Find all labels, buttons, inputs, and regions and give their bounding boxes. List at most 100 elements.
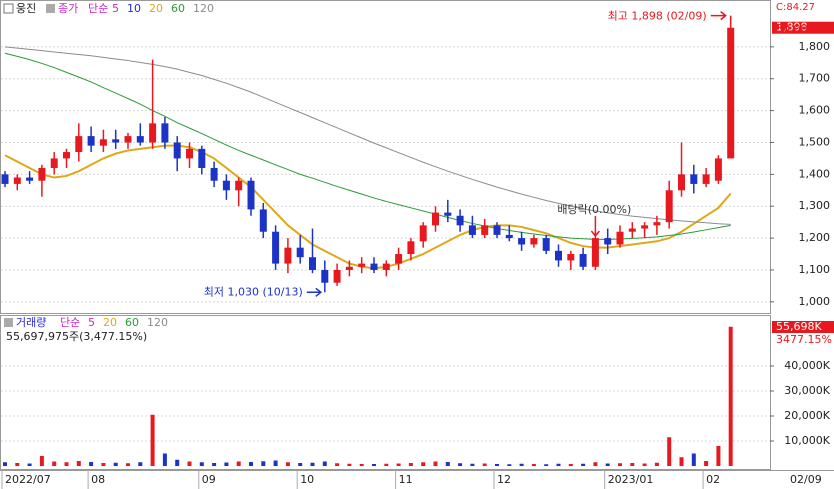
candle-body [259, 209, 267, 232]
candle-body [309, 257, 316, 270]
volume-bar [605, 463, 610, 466]
candle-body [186, 148, 193, 159]
price-label: 1,898 [776, 21, 808, 34]
candle-body [616, 231, 624, 245]
candle-body [542, 238, 550, 251]
volume-bar [704, 461, 709, 466]
checkbox[interactable] [46, 4, 55, 13]
volume-bar [679, 457, 684, 466]
volume-bar [728, 326, 733, 466]
volume-bar [212, 463, 217, 466]
volume-bar [126, 463, 130, 466]
volume-label: 55,698K [776, 320, 822, 333]
candle-body [345, 266, 353, 270]
candle-body [358, 263, 366, 267]
arrow [710, 11, 727, 21]
volume-bar [531, 464, 536, 466]
x-tick-label: 2022/07 [5, 473, 51, 486]
candle-body [38, 167, 46, 181]
volume-bar [642, 463, 647, 466]
checkbox[interactable] [3, 3, 14, 14]
volume-bar [359, 464, 364, 466]
candle-body [198, 148, 206, 168]
stock-name[interactable]: 웅진 [16, 2, 36, 15]
arrow [306, 287, 323, 297]
volume-bar [593, 462, 598, 466]
y-tick-label: 40,000K [784, 359, 830, 372]
y-tick-label: 1,000 [799, 295, 831, 308]
change-label: C:84.27 [776, 2, 815, 13]
volume-title: 거래량 [16, 316, 46, 329]
candle-body [161, 123, 169, 143]
candle-body [75, 136, 83, 153]
candle-body [628, 228, 636, 232]
candle-body [112, 139, 120, 143]
y-tick-label: 1,100 [799, 263, 831, 276]
candle-body [456, 215, 464, 226]
x-tick-label: 02/09 [790, 473, 822, 486]
volume-bar [470, 463, 475, 466]
volume-bar [691, 453, 696, 466]
candle-body [555, 250, 562, 261]
volume-bar [433, 461, 438, 466]
legend-entry: 60 [171, 2, 185, 15]
candle-body [419, 225, 427, 242]
candle-body [468, 225, 476, 235]
legend-entry: 5 [112, 2, 119, 15]
candle-body [591, 238, 599, 267]
y-tick-label: 1,600 [799, 104, 831, 117]
candle-body [444, 212, 452, 216]
x-tick-label: 09 [202, 473, 216, 486]
candle-body [26, 177, 34, 181]
percent-label: 30.00% [776, 22, 818, 35]
candle-body [247, 180, 255, 210]
x-tick-label: 11 [399, 473, 413, 486]
candle-body [530, 238, 538, 245]
moving-average [4, 144, 732, 270]
candle-body [210, 167, 218, 181]
candle-body [235, 180, 243, 191]
volume-bar [630, 463, 635, 466]
volume-bar [249, 462, 253, 466]
volume-bar [568, 464, 573, 466]
y-tick-label: 1,800 [799, 40, 831, 53]
candle-body [604, 238, 612, 245]
moving-average [4, 46, 731, 225]
volume-bar [39, 456, 44, 466]
volume-bar [113, 462, 118, 466]
volume-bar [654, 462, 659, 466]
volume-bar [150, 414, 155, 466]
candle-body [284, 247, 292, 264]
candle-body [702, 174, 710, 184]
y-tick-label: 1,700 [799, 72, 831, 85]
volume-percent: 3477.15% [776, 333, 832, 346]
candle-body [296, 247, 304, 258]
volume-bar [519, 463, 524, 466]
volume-bar [298, 463, 303, 466]
volume-bar [89, 462, 94, 466]
candle-body [50, 158, 58, 168]
volume-bar [187, 461, 192, 466]
candle-body [136, 136, 144, 143]
volume-bar [273, 460, 278, 466]
event-annotation: 배당락(0.00%) [557, 203, 631, 216]
legend-entry: 20 [103, 316, 117, 329]
candle-body [727, 27, 735, 159]
y-tick-label: 1,500 [799, 135, 831, 148]
low-annotation: 최저 1,030 (10/13) [204, 285, 303, 298]
candle-body [1, 174, 9, 184]
candle-body [272, 231, 280, 264]
candle-body [173, 142, 181, 159]
candle-body [13, 177, 21, 184]
checkbox[interactable] [4, 318, 13, 327]
candle-body [370, 263, 378, 270]
candle-body [714, 158, 722, 181]
candle-body [505, 234, 513, 239]
candle-body [124, 136, 132, 143]
volume-bar [384, 463, 389, 466]
candle-body [222, 180, 230, 191]
legend-entry: 20 [149, 2, 163, 15]
candle-body [690, 174, 698, 184]
